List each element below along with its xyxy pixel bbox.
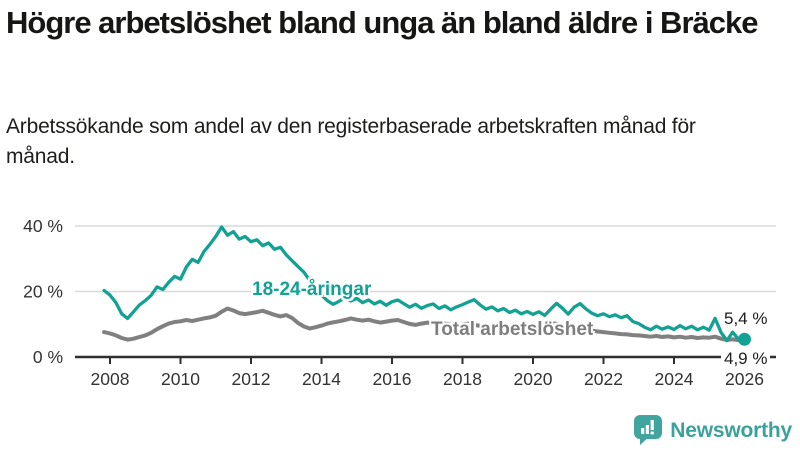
svg-text:2012: 2012 (232, 369, 271, 389)
svg-text:20 %: 20 % (23, 282, 63, 302)
svg-text:2020: 2020 (514, 369, 553, 389)
series-label-young: 18-24-åringar (252, 279, 372, 300)
end-value-total: 4,9 % (721, 349, 771, 369)
svg-text:2022: 2022 (584, 369, 623, 389)
series-label-total: Total arbetslöshet (431, 319, 594, 340)
svg-text:2010: 2010 (161, 369, 200, 389)
svg-text:2016: 2016 (373, 369, 412, 389)
svg-text:40 %: 40 % (23, 216, 63, 236)
svg-text:2014: 2014 (302, 369, 341, 389)
chart-subtitle: Arbetssökande som andel av den registerb… (6, 115, 696, 168)
svg-text:2018: 2018 (443, 369, 482, 389)
newsworthy-logo-icon (634, 415, 663, 445)
svg-text:0 %: 0 % (33, 347, 63, 367)
end-value-young: 5,4 % (724, 309, 768, 328)
brand-name: Newsworthy (670, 419, 792, 442)
page-title: Högre arbetslöshet bland unga än bland ä… (6, 5, 758, 40)
svg-text:2008: 2008 (91, 369, 130, 389)
newsworthy-attribution: Newsworthy (634, 415, 792, 447)
svg-text:2024: 2024 (655, 369, 694, 389)
svg-text:2026: 2026 (725, 369, 764, 389)
